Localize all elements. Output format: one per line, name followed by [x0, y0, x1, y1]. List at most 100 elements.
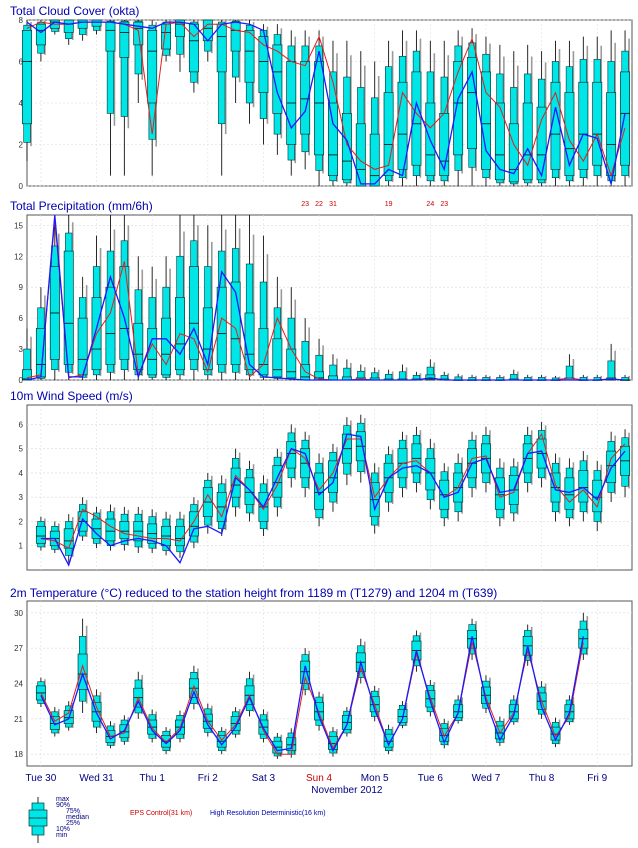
box-inner	[536, 106, 547, 181]
box-inner	[63, 19, 74, 33]
box-inner	[91, 19, 102, 27]
y-tick-label: 2	[19, 517, 24, 526]
y-tick-label: 5	[19, 445, 24, 454]
box-inner	[341, 113, 352, 181]
box-outer	[120, 20, 128, 117]
box-inner	[133, 322, 144, 371]
legend-box-label: min	[56, 832, 67, 839]
x-day-label: Wed 31	[79, 773, 114, 784]
y-tick-label: 24	[14, 680, 23, 689]
x-day-label: Thu 8	[529, 773, 555, 784]
legend-hres: High Resolution Deterministic(16 km)	[210, 810, 326, 817]
box-inner	[35, 525, 46, 544]
y-tick-label: 6	[19, 314, 24, 323]
box-inner	[105, 21, 116, 52]
box-inner	[244, 477, 255, 505]
box-inner	[494, 477, 505, 510]
legend-control: EPS Control(31 km)	[130, 810, 192, 817]
box-inner	[383, 733, 394, 748]
x-day-label: Tue 30	[26, 773, 57, 784]
x-day-label: Sat 3	[252, 773, 276, 784]
box-inner	[286, 441, 297, 469]
x-day-label: Wed 7	[472, 773, 501, 784]
y-tick-label: 0	[19, 182, 24, 191]
overflow-label: 23	[440, 201, 448, 208]
y-tick-label: 12	[14, 252, 23, 261]
x-day-label: Thu 1	[139, 773, 165, 784]
box-inner	[258, 36, 269, 93]
x-day-label: Fri 9	[587, 773, 607, 784]
box-inner	[328, 102, 338, 176]
box-inner	[22, 369, 32, 381]
panel-title: Total Precipitation (mm/6h)	[10, 199, 153, 213]
box-inner	[188, 511, 199, 537]
y-tick-label: 9	[19, 283, 24, 292]
box-inner	[244, 30, 255, 83]
panel-frame	[26, 404, 633, 571]
y-tick-label: 15	[14, 221, 23, 230]
box-inner	[35, 23, 46, 46]
box-inner	[188, 266, 199, 360]
x-day-label: Mon 5	[361, 773, 389, 784]
overflow-label: 19	[385, 201, 393, 208]
box-inner	[63, 250, 74, 365]
box-inner	[620, 71, 630, 166]
x-month-label: November 2012	[311, 785, 383, 796]
y-tick-label: 6	[19, 58, 24, 67]
box-inner	[286, 737, 297, 752]
box-inner	[453, 61, 464, 156]
legend-box-label: 90%	[56, 802, 70, 809]
y-tick-label: 21	[14, 715, 23, 724]
box-inner	[397, 81, 408, 170]
x-day-label: Fri 2	[198, 773, 218, 784]
box-inner	[564, 477, 575, 510]
series-line-hres	[26, 214, 626, 381]
box-inner	[119, 521, 130, 539]
box-inner	[272, 465, 283, 498]
y-tick-label: 8	[19, 16, 24, 25]
series-line-hres	[40, 636, 584, 753]
box-inner	[272, 44, 283, 114]
box-outer	[106, 20, 115, 114]
legend-box-label: max	[56, 796, 70, 803]
panel-title: 10m Wind Speed (m/s)	[10, 389, 133, 403]
box-inner	[578, 81, 589, 170]
box-inner	[564, 92, 575, 176]
box-inner	[216, 286, 227, 365]
y-tick-label: 1	[19, 542, 24, 551]
series-line-hres	[40, 433, 626, 567]
box-inner	[300, 61, 311, 135]
box-inner	[300, 660, 311, 684]
box-inner	[383, 92, 394, 176]
box-inner	[77, 19, 88, 29]
panel-title: 2m Temperature (°C) reduced to the stati…	[10, 586, 497, 600]
box-inner	[105, 286, 116, 365]
box-inner	[494, 102, 505, 181]
box-inner	[508, 123, 519, 183]
overflow-label: 24	[426, 201, 434, 208]
overflow-label: 23	[301, 201, 309, 208]
box-inner	[175, 19, 185, 37]
panel-4: 2m Temperature (°C) reduced to the stati…	[10, 586, 633, 767]
y-tick-label: 3	[19, 493, 24, 502]
x-day-label: Tue 6	[418, 773, 444, 784]
box-inner	[161, 317, 172, 376]
box-inner	[216, 23, 227, 73]
x-day-label: Sun 4	[306, 773, 333, 784]
panel-3: 10m Wind Speed (m/s) 1 2 3 4 5 6	[10, 389, 633, 571]
panel-title: Total Cloud Cover (okta)	[10, 4, 139, 18]
box-inner	[230, 281, 241, 365]
box-inner	[578, 470, 589, 503]
y-tick-label: 18	[14, 750, 23, 759]
y-tick-label: 4	[19, 99, 24, 108]
box-inner	[369, 133, 380, 187]
box-inner	[175, 525, 185, 547]
box-inner	[188, 23, 199, 73]
box-outer	[134, 20, 142, 75]
box-inner	[147, 30, 158, 104]
overflow-label: 31	[329, 201, 337, 208]
box-inner	[522, 102, 533, 181]
y-tick-label: 2	[19, 141, 24, 150]
panel-1: Total Cloud Cover (okta) 0 2 4 6 8	[10, 4, 633, 191]
